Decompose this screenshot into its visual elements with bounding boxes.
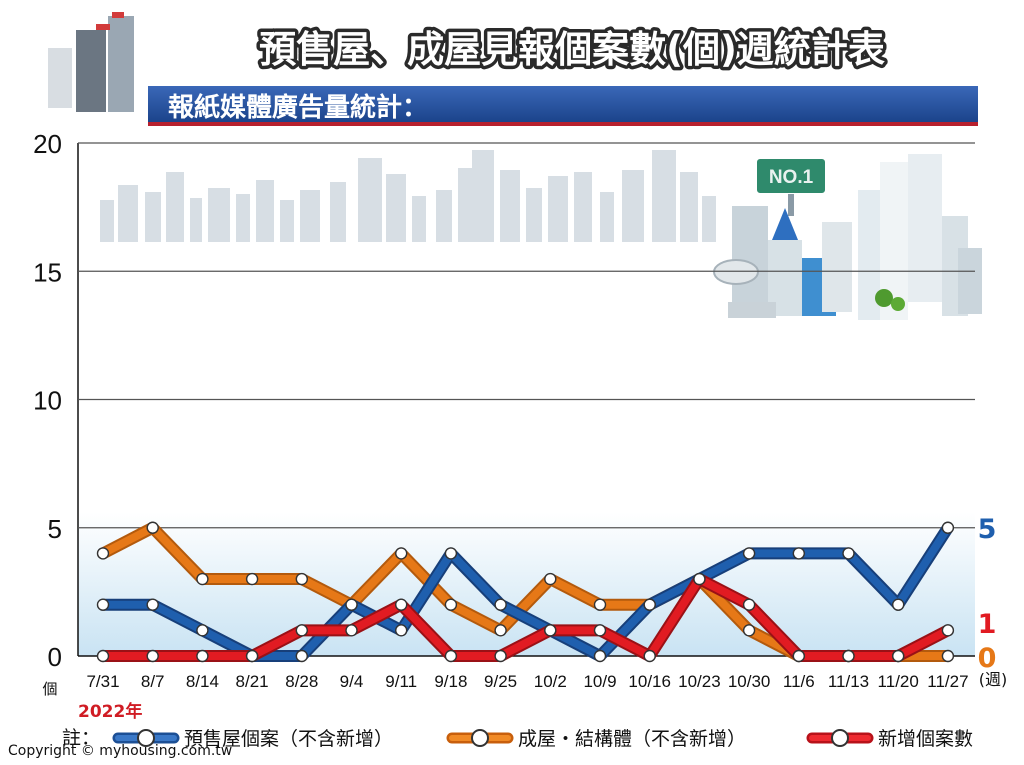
data-point bbox=[941, 649, 955, 663]
y-tick-label: 5 bbox=[48, 514, 62, 544]
building-icon bbox=[48, 12, 134, 112]
y-unit-label: 個 bbox=[42, 680, 57, 698]
x-tick-label: 9/25 bbox=[484, 672, 517, 691]
data-point bbox=[245, 649, 259, 663]
end-label-existing: 0 bbox=[978, 643, 997, 674]
data-point bbox=[146, 649, 159, 663]
data-point bbox=[395, 547, 408, 560]
x-tick-label: 8/14 bbox=[186, 672, 219, 691]
data-point bbox=[196, 572, 209, 586]
copyright: Copyright © myhousing.com.tw bbox=[8, 743, 232, 759]
data-point bbox=[494, 598, 507, 611]
data-point bbox=[742, 624, 756, 637]
data-point bbox=[444, 547, 458, 560]
legend: 註： 預售屋個案（不含新增） 成屋・結構體（不含新增） 新增個案數 bbox=[62, 727, 973, 750]
y-tick-label: 10 bbox=[33, 386, 62, 416]
data-point bbox=[792, 547, 805, 560]
data-point bbox=[196, 649, 209, 663]
chart-title: 預售屋、成屋見報個案數(個)週統計表 bbox=[259, 28, 885, 71]
x-tick-label: 7/31 bbox=[86, 672, 119, 691]
x-tick-label: 8/28 bbox=[285, 672, 318, 691]
data-point bbox=[742, 547, 756, 560]
data-point bbox=[196, 624, 209, 637]
x-tick-label: 11/13 bbox=[828, 672, 869, 691]
data-point bbox=[494, 624, 507, 637]
data-point bbox=[544, 624, 557, 637]
data-point bbox=[345, 624, 358, 637]
legend-item-existing: 成屋・結構體（不含新增） bbox=[446, 728, 746, 750]
data-point bbox=[444, 649, 458, 663]
data-point bbox=[593, 624, 607, 637]
data-point bbox=[941, 624, 955, 637]
data-point bbox=[146, 598, 159, 611]
data-point bbox=[792, 649, 805, 663]
data-point bbox=[842, 649, 855, 663]
data-point bbox=[96, 547, 110, 560]
x-tick-label: 8/7 bbox=[141, 672, 165, 691]
skyline-decoration bbox=[100, 150, 716, 242]
data-point bbox=[892, 598, 905, 611]
x-tick-label: 11/27 bbox=[927, 672, 968, 691]
series-line bbox=[99, 575, 952, 660]
legend-label-presale: 預售屋個案（不含新增） bbox=[184, 728, 393, 750]
data-point bbox=[96, 649, 110, 663]
data-point bbox=[146, 521, 159, 534]
legend-label-existing: 成屋・結構體（不含新增） bbox=[518, 728, 746, 750]
x-tick-label: 9/4 bbox=[340, 672, 364, 691]
legend-prefix: 註： bbox=[62, 727, 100, 749]
data-point bbox=[544, 572, 557, 586]
x-tick-label: 9/18 bbox=[434, 672, 467, 691]
data-point bbox=[593, 598, 607, 611]
data-point bbox=[395, 624, 408, 637]
data-point bbox=[96, 598, 110, 611]
data-point bbox=[245, 572, 259, 586]
end-label-presale: 5 bbox=[978, 514, 997, 545]
y-tick-label: 15 bbox=[33, 257, 62, 287]
data-point bbox=[295, 624, 308, 637]
chart-subtitle: 報紙媒體廣告量統計： bbox=[168, 92, 428, 123]
year-label: 2022年 bbox=[78, 701, 142, 722]
x-tick-label: 11/6 bbox=[783, 672, 815, 691]
data-point bbox=[295, 572, 308, 586]
data-point bbox=[345, 598, 358, 611]
data-point bbox=[494, 649, 507, 663]
data-point bbox=[643, 598, 656, 611]
subtitle-banner bbox=[148, 86, 978, 126]
legend-item-new: 新增個案數 bbox=[806, 728, 973, 750]
x-tick-label: 10/23 bbox=[678, 672, 721, 691]
x-tick-label: 10/2 bbox=[534, 672, 567, 691]
city-illustration: NO.1 bbox=[713, 154, 982, 320]
legend-label-new: 新增個案數 bbox=[878, 728, 973, 750]
x-tick-label: 8/21 bbox=[236, 672, 269, 691]
data-point bbox=[892, 649, 905, 663]
no1-sign-text: NO.1 bbox=[769, 167, 814, 188]
x-tick-label: 11/20 bbox=[878, 672, 919, 691]
x-tick-label: 10/16 bbox=[628, 672, 671, 691]
data-point bbox=[593, 649, 607, 663]
data-point bbox=[444, 598, 458, 611]
legend-item-presale: 預售屋個案（不含新增） bbox=[112, 728, 393, 750]
data-point bbox=[295, 649, 308, 663]
end-label-new: 1 bbox=[978, 609, 997, 640]
data-point bbox=[693, 572, 706, 586]
x-unit-label: (週) bbox=[979, 670, 1008, 689]
data-point bbox=[395, 598, 408, 611]
y-tick-label: 20 bbox=[33, 129, 62, 159]
data-point bbox=[842, 547, 855, 560]
data-point bbox=[941, 521, 955, 534]
x-tick-label: 9/11 bbox=[385, 672, 417, 691]
data-point bbox=[742, 598, 756, 611]
x-tick-label: 10/30 bbox=[728, 672, 771, 691]
data-point bbox=[643, 649, 656, 663]
x-tick-label: 10/9 bbox=[583, 672, 616, 691]
y-tick-label: 0 bbox=[48, 642, 62, 672]
